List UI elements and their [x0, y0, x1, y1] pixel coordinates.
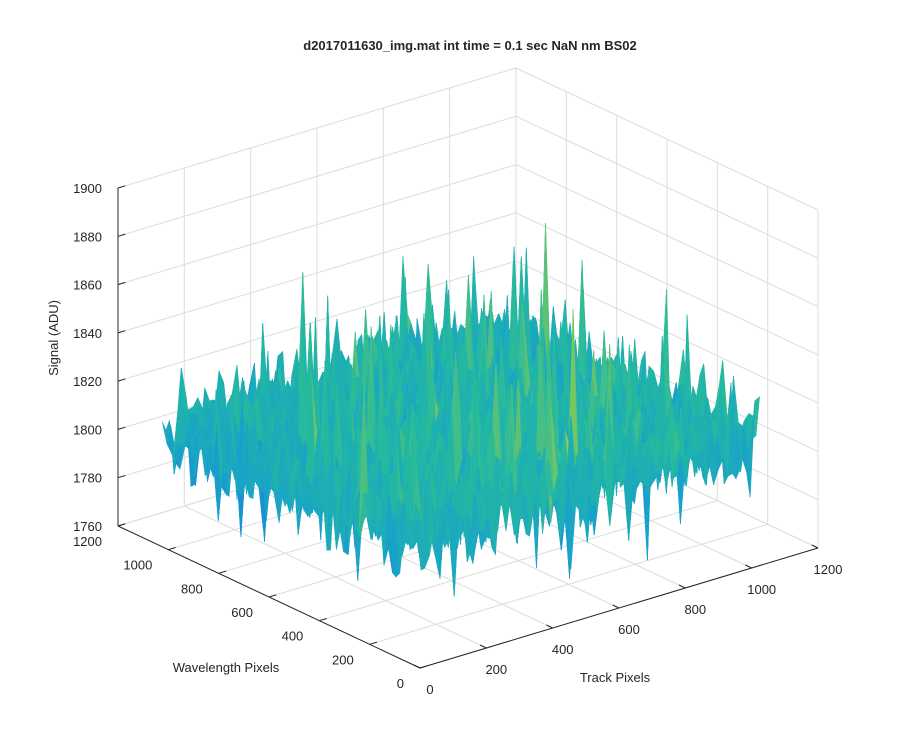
- grid-rightwall-z: [515, 115, 819, 259]
- grid-rightwall-z: [515, 212, 819, 356]
- grid-rightwall-z: [515, 67, 819, 211]
- grid-backwall-z: [117, 260, 517, 382]
- grid-backwall-z: [117, 67, 517, 189]
- grid-backwall-z: [117, 115, 517, 237]
- grid-backwall-z: [117, 164, 517, 286]
- grid-floor-y: [369, 523, 768, 645]
- grid-rightwall-z: [515, 164, 819, 308]
- grid-backwall-z: [117, 212, 517, 334]
- surface: [162, 223, 760, 597]
- grid-floor-y: [319, 500, 718, 622]
